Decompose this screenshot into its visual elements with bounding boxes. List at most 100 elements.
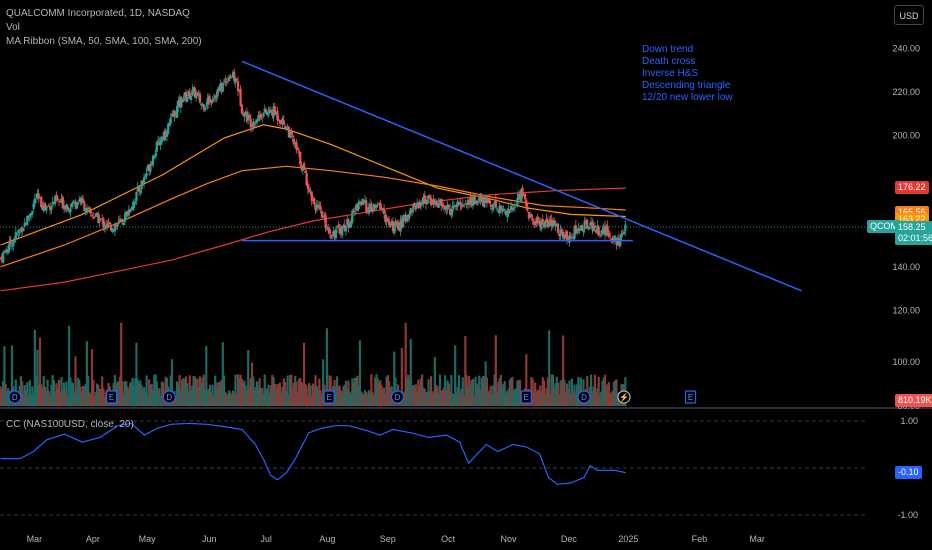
volume-bar [291, 387, 294, 406]
volume-bar [191, 385, 194, 406]
volume-bar [212, 395, 216, 406]
volume-bar [146, 395, 149, 406]
candle-body [135, 191, 138, 201]
dividend-marker [577, 390, 591, 404]
volume-legend[interactable]: Vol [6, 22, 20, 33]
ma-ribbon-legend[interactable]: MA Ribbon (SMA, 50, SMA, 100, SMA, 200) [6, 36, 202, 47]
candle-body [568, 235, 571, 243]
volume-bar [356, 375, 359, 406]
candle-body [313, 198, 316, 205]
volume-bar [249, 378, 252, 406]
candle-body [216, 88, 219, 96]
candle-body [37, 193, 40, 199]
candle-body [487, 200, 490, 202]
candle-body [137, 186, 141, 192]
candle-body [197, 94, 200, 96]
volume-bar [508, 379, 511, 406]
volume-bar [592, 386, 595, 406]
volume-bar [532, 390, 536, 406]
volume-bar [427, 379, 430, 406]
volume-bar [84, 383, 87, 406]
volume-bar [302, 342, 306, 406]
cc-legend[interactable]: CC (NAS100USD, close, 20) [6, 419, 134, 430]
volume-bar [220, 379, 223, 406]
volume-bar [474, 377, 477, 406]
candle-body [118, 219, 122, 221]
volume-bar [574, 391, 577, 406]
candle-body [84, 210, 87, 214]
volume-bar [210, 393, 213, 406]
candle-body [462, 204, 466, 207]
candle-body [159, 141, 162, 145]
volume-bar [29, 394, 33, 406]
volume-bar [214, 375, 217, 406]
candle-body [479, 196, 482, 202]
trendline [241, 60, 802, 292]
price-axis-label: 240.00 [892, 43, 920, 53]
candle-body [99, 218, 103, 220]
candle-body [351, 210, 354, 223]
volume-bar [492, 385, 495, 406]
volume-bar [27, 395, 30, 406]
candle-body [158, 141, 161, 145]
volume-bar [198, 376, 202, 406]
candle-body [97, 213, 100, 223]
volume-bar [600, 391, 603, 406]
volume-bar [531, 378, 534, 406]
symbol-legend[interactable]: QUALCOMM Incorporated, 1D, NASDAQ [6, 8, 190, 19]
candle-body [327, 227, 330, 230]
candle-body [494, 199, 497, 208]
candle-body [145, 172, 148, 176]
volume-bar [297, 378, 301, 406]
candle-body [183, 92, 186, 98]
candle-body [451, 205, 454, 212]
candle-body [560, 229, 563, 232]
volume-bar [389, 387, 392, 406]
volume-bar [544, 394, 547, 406]
candle-body [287, 126, 290, 138]
time-axis-label: Jun [202, 534, 217, 544]
candle-body [186, 97, 189, 102]
volume-bar [591, 391, 594, 406]
volume-bar [219, 381, 222, 406]
candle-body [229, 75, 232, 78]
volume-bar [344, 380, 348, 406]
candle-body [424, 199, 428, 205]
volume-bar [205, 345, 208, 406]
candle-body [68, 209, 71, 212]
candle-body [578, 229, 581, 231]
volume-bar [129, 382, 132, 406]
drawings[interactable] [0, 60, 866, 292]
candle-body [14, 232, 17, 239]
volume-bar [537, 389, 541, 406]
volume-bar [35, 375, 38, 406]
volume-bar [484, 361, 487, 406]
volume-bar [263, 374, 266, 406]
currency-button[interactable]: USD [894, 5, 924, 25]
candle-body [92, 217, 95, 219]
candle-body [441, 203, 444, 206]
candle-body [228, 77, 231, 81]
volume-bar [104, 391, 108, 406]
candle-body [437, 202, 440, 208]
volume-bar [437, 392, 440, 406]
volume-bar [255, 381, 259, 406]
annotation-text[interactable]: Down trend Death cross Inverse H&S Desce… [642, 44, 733, 104]
earnings-marker [684, 390, 697, 404]
volume-bar [384, 393, 387, 406]
candle-body [104, 225, 108, 228]
volume-bar [76, 378, 80, 406]
event-markers[interactable]: D E D E D E D ⚡ E [8, 390, 697, 404]
volume-bar [443, 375, 447, 406]
volume-bar [607, 381, 610, 406]
candle-body [306, 183, 309, 190]
candle-body [276, 110, 279, 120]
volume-bar [253, 390, 256, 406]
volume-bar [457, 375, 461, 406]
volume-bar [271, 374, 274, 406]
candle-body [75, 202, 78, 209]
candle-body [70, 203, 73, 207]
candle-body [445, 205, 448, 210]
candle-body [175, 106, 179, 118]
candle-body [115, 224, 118, 226]
